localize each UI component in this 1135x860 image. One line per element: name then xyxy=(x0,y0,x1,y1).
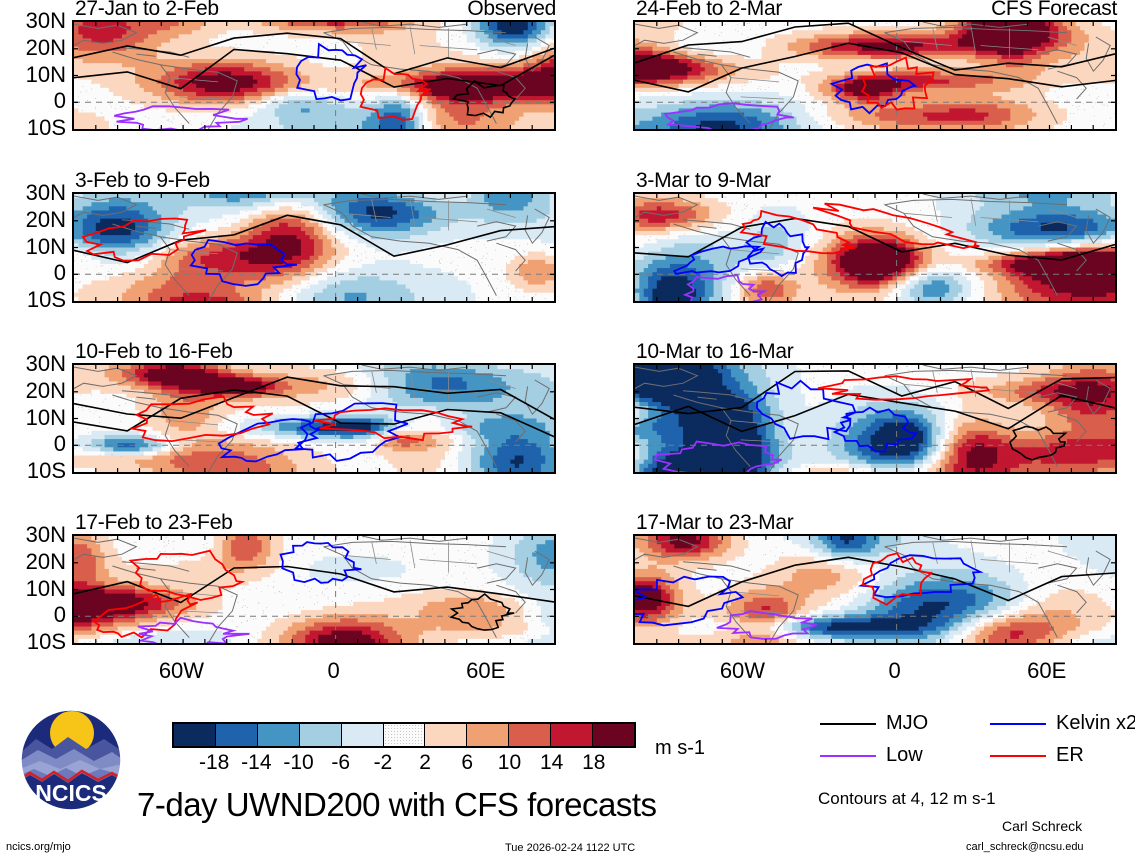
y-tick-label: 20N xyxy=(0,207,66,233)
y-tick-label: 0 xyxy=(0,88,66,114)
y-tick-label: 10N xyxy=(0,576,66,602)
author-credit: Carl Schreck xyxy=(1002,818,1082,834)
colorbar-tick-label: -2 xyxy=(355,751,411,775)
colorbar-tick-label: 10 xyxy=(481,751,537,775)
y-tick-label: 0 xyxy=(0,602,66,628)
ncics-logo: NCICS xyxy=(20,709,122,811)
panel-title: 3-Mar to 9-Mar xyxy=(636,169,771,193)
y-tick-label: 20N xyxy=(0,549,66,575)
colorbar-swatch xyxy=(174,724,216,746)
main-title: 7-day UWND200 with CFS forecasts xyxy=(137,786,657,824)
y-tick-label: 10N xyxy=(0,405,66,431)
timestamp: Tue 2026-02-24 1122 UTC xyxy=(505,842,635,854)
colorbar xyxy=(172,722,636,748)
colorbar-tick-label: 18 xyxy=(566,751,622,775)
site-url[interactable]: ncics.org/mjo xyxy=(6,841,71,853)
y-tick-label: 10S xyxy=(0,629,66,655)
colorbar-tick-label: -10 xyxy=(271,751,327,775)
legend-line-er xyxy=(990,755,1046,757)
author-email[interactable]: carl_schreck@ncsu.edu xyxy=(966,841,1084,853)
y-tick-label: 10N xyxy=(0,234,66,260)
colorbar-tick-label: -18 xyxy=(186,751,242,775)
y-tick-label: 30N xyxy=(0,8,66,34)
colorbar-tick-label: 2 xyxy=(397,751,453,775)
contours-note: Contours at 4, 12 m s-1 xyxy=(818,789,996,809)
y-tick-label: 10S xyxy=(0,115,66,141)
y-tick-label: 0 xyxy=(0,260,66,286)
legend-label: Low xyxy=(886,744,923,767)
colorbar-units-label: m s-1 xyxy=(655,737,705,760)
x-tick-label: 60E xyxy=(441,658,531,684)
y-tick-label: 10S xyxy=(0,458,66,484)
colorbar-tick-label: 6 xyxy=(439,751,495,775)
colorbar-swatch xyxy=(341,724,384,746)
colorbar-swatch xyxy=(299,724,342,746)
panel-title: 27-Jan to 2-Feb xyxy=(75,0,219,21)
colorbar-swatch xyxy=(509,724,552,746)
colorbar-swatch xyxy=(467,724,510,746)
panel-corner-label: CFS Forecast xyxy=(887,0,1117,21)
x-tick-label: 60E xyxy=(1002,658,1092,684)
y-tick-label: 30N xyxy=(0,522,66,548)
x-tick-label: 60W xyxy=(136,658,226,684)
colorbar-tick-label: -14 xyxy=(228,751,284,775)
colorbar-tick-label: 14 xyxy=(524,751,580,775)
panel-title: 24-Feb to 2-Mar xyxy=(636,0,782,21)
legend-line-kelvin-x2 xyxy=(990,723,1046,725)
colorbar-swatch xyxy=(215,724,258,746)
y-tick-label: 10N xyxy=(0,62,66,88)
y-tick-label: 30N xyxy=(0,351,66,377)
map-panel[interactable] xyxy=(72,363,556,474)
x-tick-label: 0 xyxy=(289,658,379,684)
legend-label: ER xyxy=(1056,744,1084,767)
colorbar-swatch xyxy=(257,724,300,746)
colorbar-swatch xyxy=(593,724,634,746)
y-tick-label: 20N xyxy=(0,378,66,404)
map-panel[interactable] xyxy=(633,534,1117,645)
y-tick-label: 20N xyxy=(0,35,66,61)
x-tick-label: 60W xyxy=(697,658,787,684)
y-tick-label: 30N xyxy=(0,180,66,206)
panel-corner-label: Observed xyxy=(326,0,556,21)
y-tick-label: 0 xyxy=(0,431,66,457)
map-panel[interactable] xyxy=(633,20,1117,131)
map-panel[interactable] xyxy=(633,363,1117,474)
panel-title: 17-Feb to 23-Feb xyxy=(75,511,233,535)
colorbar-swatch xyxy=(425,724,468,746)
colorbar-tick-label: -6 xyxy=(313,751,369,775)
panel-title: 3-Feb to 9-Feb xyxy=(75,169,210,193)
logo-text: NCICS xyxy=(35,780,107,806)
map-panel[interactable] xyxy=(72,192,556,303)
panel-title: 17-Mar to 23-Mar xyxy=(636,511,794,535)
legend-line-mjo xyxy=(820,723,876,725)
x-tick-label: 0 xyxy=(850,658,940,684)
panel-title: 10-Mar to 16-Mar xyxy=(636,340,794,364)
y-tick-label: 10S xyxy=(0,287,66,313)
colorbar-swatch xyxy=(383,724,426,746)
legend-line-low xyxy=(820,755,876,757)
map-panel[interactable] xyxy=(633,192,1117,303)
panel-title: 10-Feb to 16-Feb xyxy=(75,340,233,364)
legend-label: MJO xyxy=(886,712,928,735)
legend-label: Kelvin x2 xyxy=(1056,712,1135,735)
colorbar-swatch xyxy=(551,724,594,746)
map-panel[interactable] xyxy=(72,20,556,131)
map-panel[interactable] xyxy=(72,534,556,645)
